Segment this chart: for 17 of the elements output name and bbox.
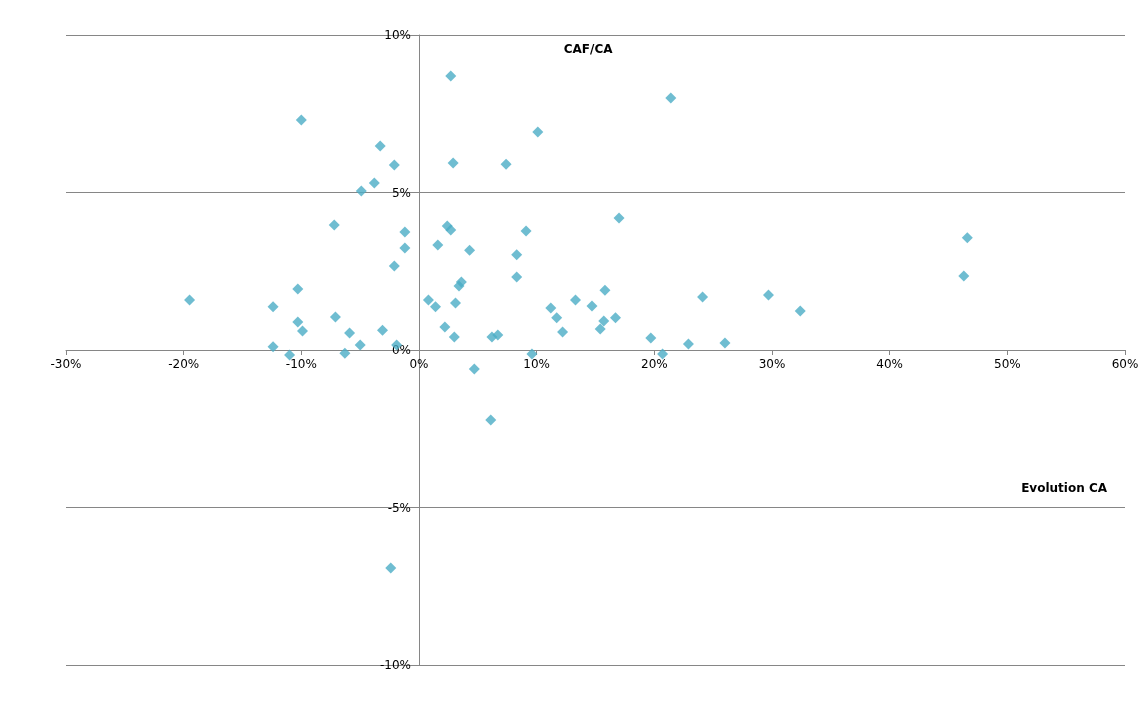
- x-tick-label: 40%: [876, 357, 903, 371]
- y-tick-label: 5%: [391, 185, 411, 200]
- y-tick-label: -10%: [379, 658, 411, 672]
- y-tick-label: -5%: [387, 500, 411, 515]
- x-tick-label: -30%: [50, 357, 82, 371]
- y-tick-label: 10%: [384, 28, 411, 42]
- x-tick-label: 0%: [409, 357, 429, 371]
- x-axis-title: Evolution CA: [1021, 481, 1108, 496]
- x-tick-label: 30%: [758, 357, 786, 371]
- x-tick-label: 60%: [1111, 357, 1139, 371]
- x-tick-label: 50%: [994, 357, 1021, 371]
- x-tick-label: 10%: [523, 357, 550, 371]
- y-axis-title: CAF/CA: [563, 42, 614, 56]
- x-tick-label: -20%: [168, 357, 200, 371]
- x-tick-label: -10%: [285, 357, 317, 371]
- x-tick-label: 20%: [641, 357, 668, 371]
- y-tick-label: 0%: [391, 343, 411, 357]
